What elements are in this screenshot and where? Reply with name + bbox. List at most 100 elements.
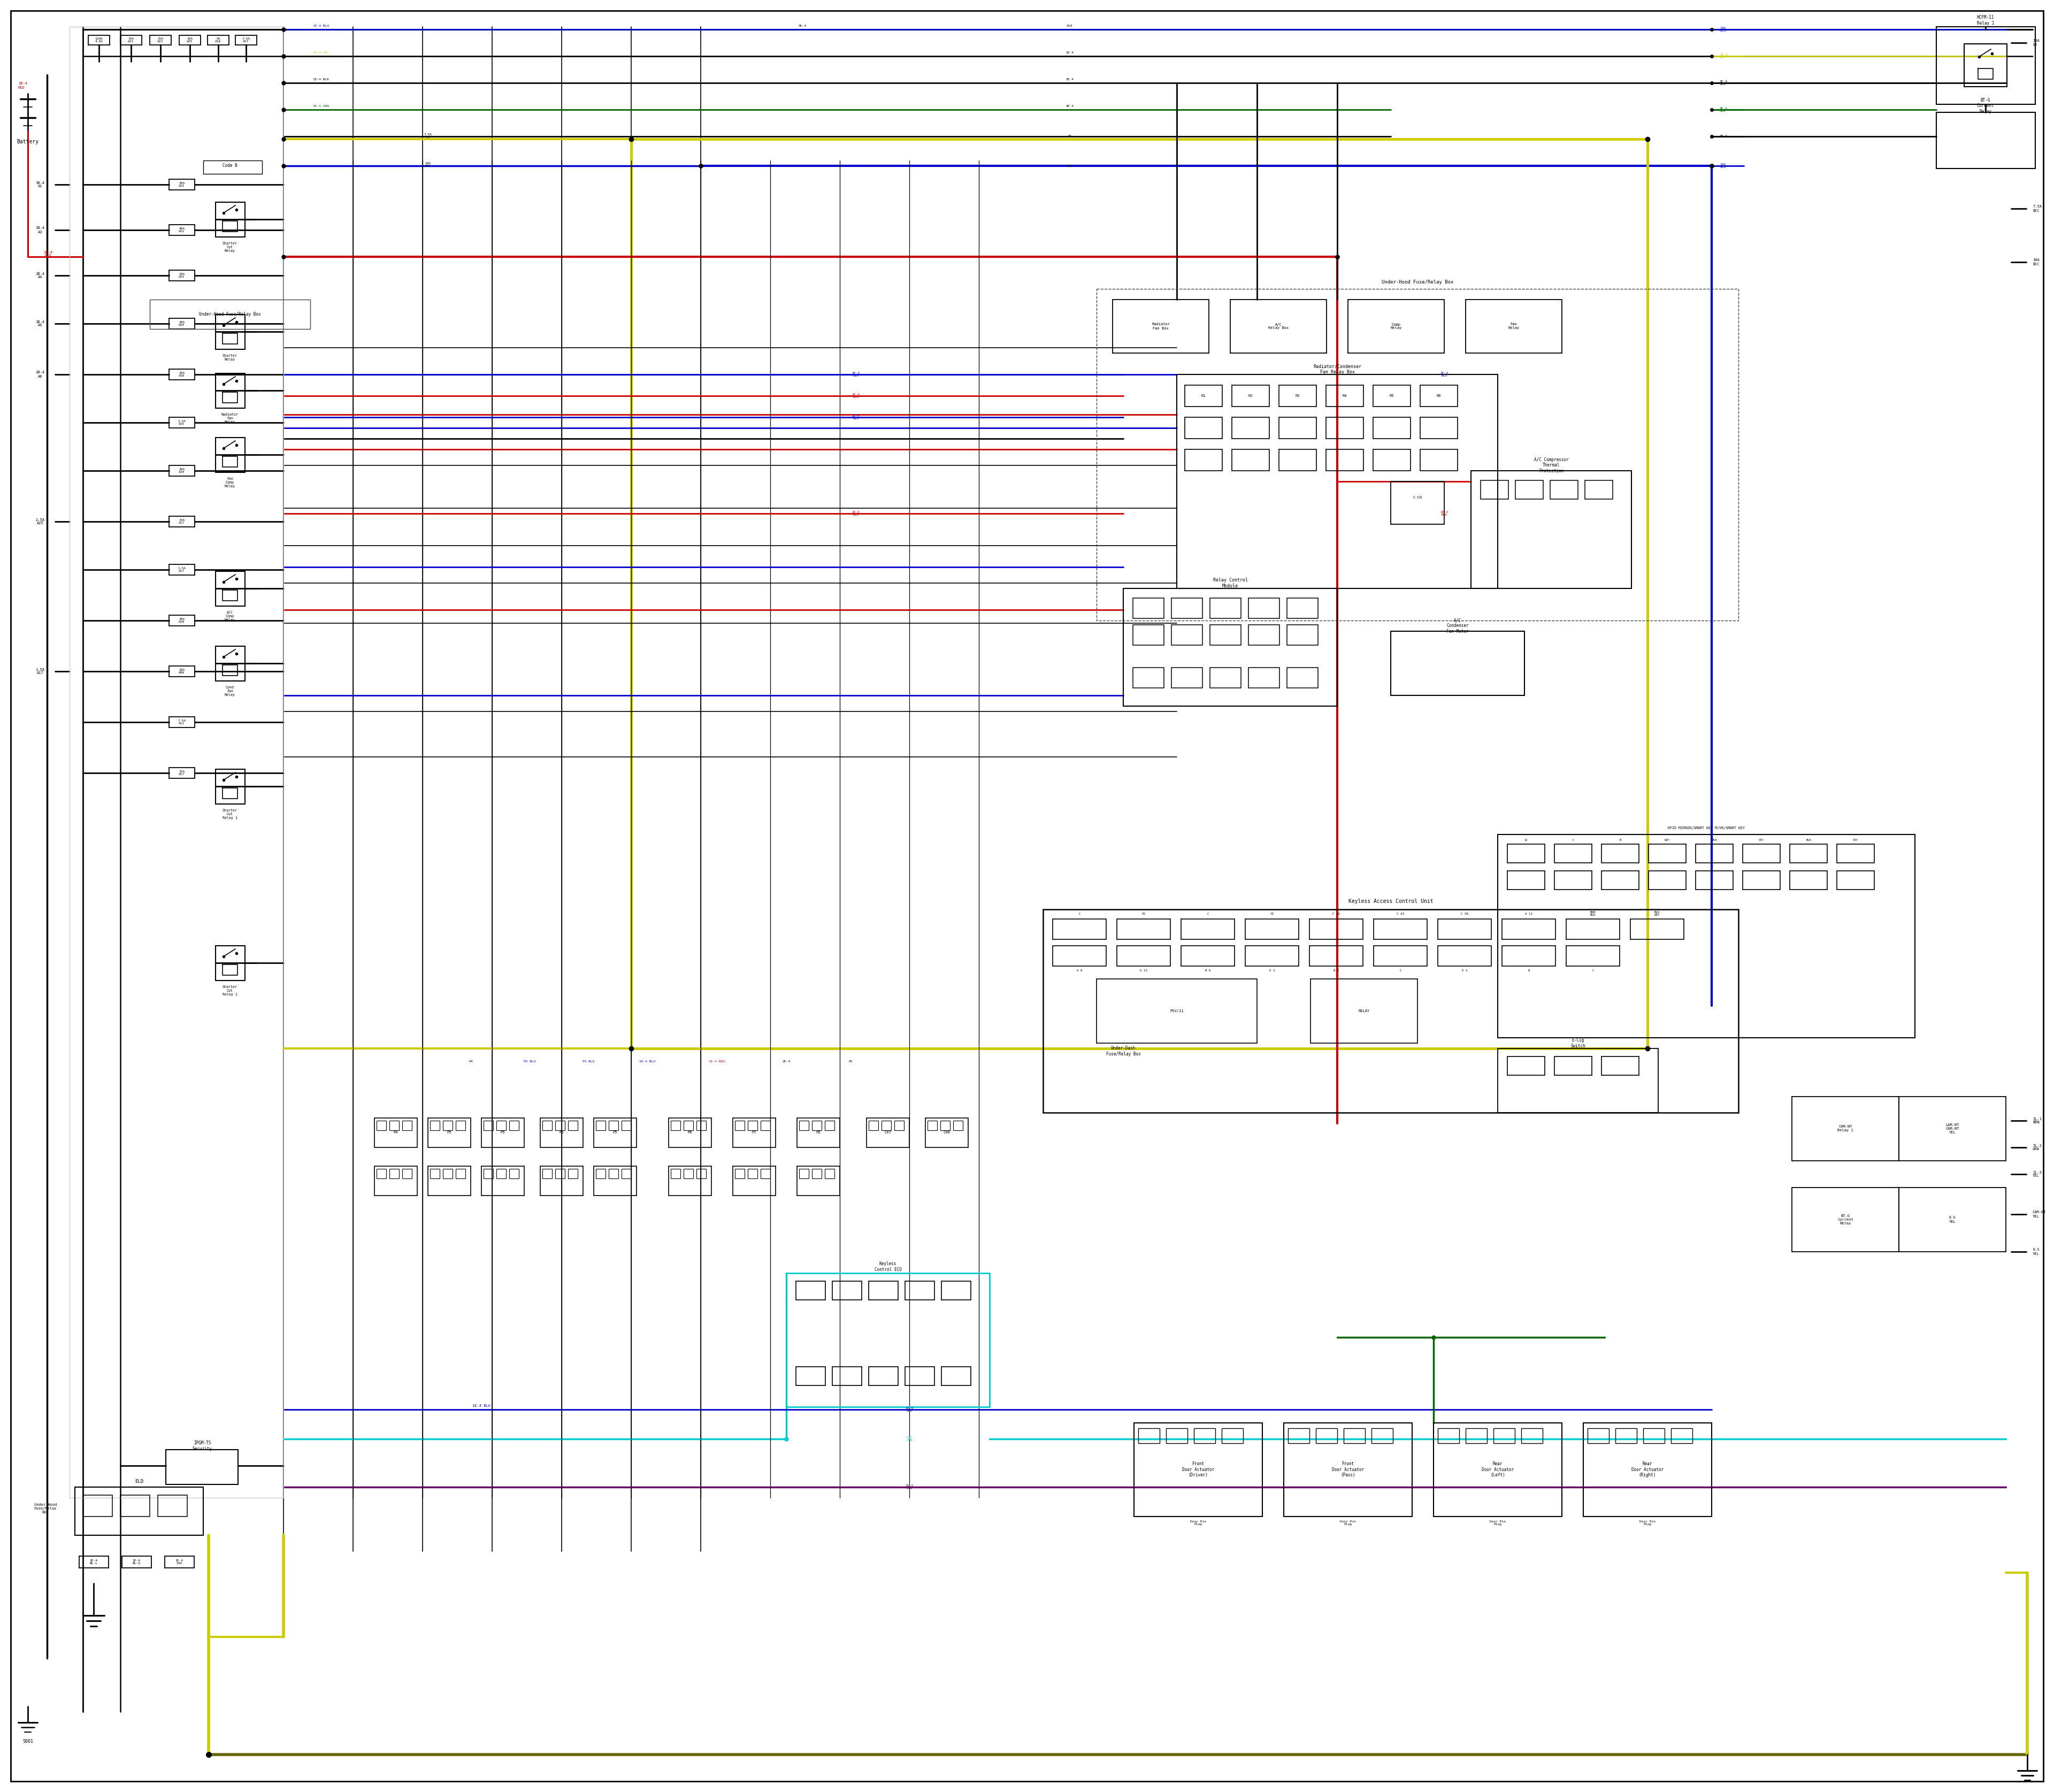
Bar [906, 1281, 935, 1299]
Bar [216, 202, 244, 237]
Bar [735, 1120, 744, 1131]
Bar [121, 1495, 150, 1516]
Bar [168, 516, 195, 527]
Text: 1E-4
BL-L: 1E-4 BL-L [90, 1559, 99, 1564]
Bar [542, 1120, 553, 1131]
Text: 1E-4
RED: 1E-4 RED [852, 511, 861, 516]
Text: 7.5A
A5: 7.5A A5 [423, 133, 431, 138]
Bar [672, 1120, 680, 1131]
Bar [696, 1168, 707, 1179]
Text: CAM-NT
Relay 1: CAM-NT Relay 1 [1838, 1125, 1853, 1133]
Bar [735, 1168, 744, 1179]
Bar [941, 1281, 972, 1299]
Text: IL-1
BRN: IL-1 BRN [2033, 1116, 2042, 1124]
Text: P5: P5 [848, 1061, 852, 1063]
Bar [88, 36, 109, 45]
Bar [483, 1168, 493, 1179]
Text: P5 BLU: P5 BLU [524, 1061, 536, 1063]
Bar [1288, 625, 1319, 645]
Bar [403, 1168, 413, 1179]
Bar [1372, 385, 1411, 407]
Text: Radiator
Fan
Relay: Radiator Fan Relay [222, 412, 238, 423]
Bar [1327, 418, 1364, 439]
Bar [164, 1555, 195, 1568]
Text: R6: R6 [1436, 394, 1442, 398]
Bar [797, 1281, 826, 1299]
Bar [509, 1168, 520, 1179]
Text: F1: F1 [1068, 134, 1072, 138]
Text: 1B-4
A4: 1B-4 A4 [35, 272, 45, 280]
Bar [168, 369, 195, 380]
Bar [869, 1281, 898, 1299]
Text: 20A
A99: 20A A99 [179, 668, 185, 674]
Bar [168, 466, 195, 477]
Bar [811, 1168, 822, 1179]
Bar [596, 1120, 606, 1131]
Bar [203, 161, 263, 174]
Text: 1E-4 BLU: 1E-4 BLU [472, 1405, 491, 1407]
Text: 1E-4
24V: 1E-4 24V [175, 1559, 183, 1564]
Bar [1249, 668, 1280, 688]
Bar [906, 1367, 935, 1385]
Bar [1288, 668, 1319, 688]
Bar [594, 1167, 637, 1195]
Bar [797, 1167, 840, 1195]
Text: Under-Hood Fuse/Relay Box: Under-Hood Fuse/Relay Box [1382, 280, 1454, 285]
Bar [374, 1167, 417, 1195]
Text: 1B-4
A3: 1B-4 A3 [35, 226, 45, 233]
Bar [1113, 299, 1210, 353]
Text: Front
Door Actuator
(Pass): Front Door Actuator (Pass) [1331, 1462, 1364, 1477]
Bar [1588, 1428, 1608, 1443]
Bar [121, 36, 142, 45]
Bar [1245, 919, 1298, 939]
Text: Radiator/Condenser
Fan Relay Box: Radiator/Condenser Fan Relay Box [1313, 364, 1362, 375]
Bar [216, 647, 244, 681]
Bar [390, 1120, 398, 1131]
Text: 1E-4: 1E-4 [1066, 52, 1074, 54]
Text: 1B-4
RED: 1B-4 RED [43, 251, 53, 258]
Bar [811, 1120, 822, 1131]
Text: P6: P6 [688, 1131, 692, 1134]
Bar [1249, 625, 1280, 645]
Bar [1117, 946, 1171, 966]
Text: 15A
A17: 15A A17 [179, 518, 185, 525]
Bar [1185, 418, 1222, 439]
Text: Starter
Relay: Starter Relay [222, 355, 238, 360]
Bar [1555, 1057, 1592, 1075]
Bar [953, 1120, 963, 1131]
Text: A 8: A 8 [1076, 969, 1082, 973]
Text: Under-Dash
Fuse/Relay Box: Under-Dash Fuse/Relay Box [1105, 1047, 1140, 1055]
Text: BT-G
Current
Relay: BT-G Current Relay [1976, 99, 1994, 115]
Bar [1555, 844, 1592, 862]
Bar [166, 1450, 238, 1484]
Bar [1134, 668, 1165, 688]
Bar [555, 1120, 565, 1131]
Text: IL-2
GRN: IL-2 GRN [2033, 1143, 2042, 1150]
Bar [608, 1120, 618, 1131]
Bar [207, 36, 228, 45]
Text: 4E-4: 4E-4 [1066, 104, 1074, 108]
Bar [941, 1367, 972, 1385]
Bar [481, 1118, 524, 1147]
Bar [497, 1168, 505, 1179]
Text: P4: P4 [468, 1061, 472, 1063]
Bar [1551, 480, 1577, 500]
Text: Under Hood
Fuse/Relay
Box: Under Hood Fuse/Relay Box [35, 1503, 58, 1514]
Bar [1280, 385, 1317, 407]
Text: E-S
YEL: E-S YEL [2033, 1249, 2040, 1254]
Bar [168, 319, 195, 330]
Bar [733, 1118, 776, 1147]
Text: R5: R5 [1389, 394, 1395, 398]
Bar [1177, 375, 1497, 588]
Bar [1565, 946, 1621, 966]
Text: Under-Hood Fuse/Relay Box: Under-Hood Fuse/Relay Box [199, 312, 261, 317]
Bar [456, 1120, 466, 1131]
Bar [1327, 385, 1364, 407]
Bar [444, 1168, 452, 1179]
Text: BLK: BLK [1805, 839, 1812, 840]
Text: HCFM-11
Relay 1: HCFM-11 Relay 1 [1976, 14, 1994, 25]
Bar [594, 1118, 637, 1147]
Bar [1419, 418, 1458, 439]
Bar [1438, 919, 1491, 939]
Text: A/C
Comp
Relay: A/C Comp Relay [224, 611, 236, 622]
